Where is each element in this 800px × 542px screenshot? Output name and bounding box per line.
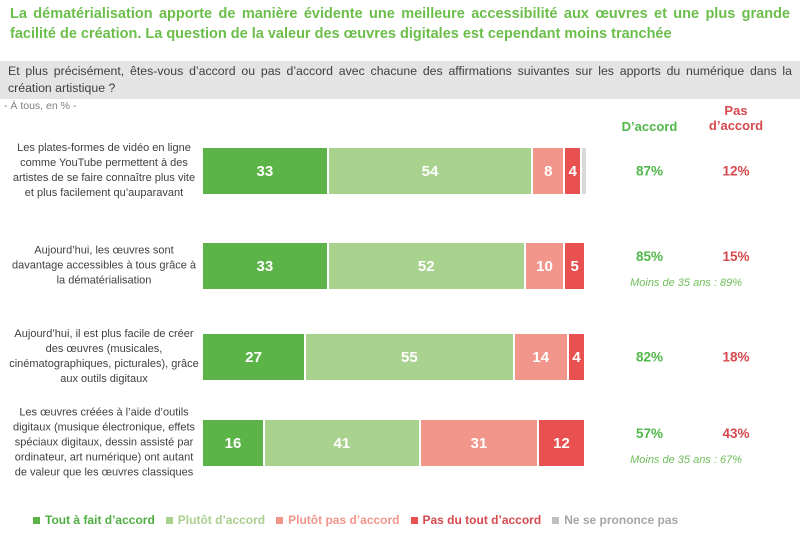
bar-segment-pas-du-tout-d-accord: 12 bbox=[539, 420, 584, 466]
agree-column-header: D’accord bbox=[621, 119, 678, 134]
disagree-column-header: Pas d’accord bbox=[708, 103, 764, 133]
legend-item-tout-a-fait-d-accord: Tout à fait d’accord bbox=[33, 513, 155, 527]
legend-label: Plutôt pas d’accord bbox=[288, 513, 400, 527]
chart-row: Les œuvres créées à l’aide d’outils digi… bbox=[0, 407, 800, 479]
bar-segment-plutot-pas-d-accord: 10 bbox=[525, 243, 564, 289]
legend-label: Tout à fait d’accord bbox=[45, 513, 155, 527]
bar-segment-tout-a-fait-d-accord: 33 bbox=[203, 148, 327, 194]
legend-item-plutot-d-accord: Plutôt d’accord bbox=[165, 513, 266, 527]
legend-label: Plutôt d’accord bbox=[177, 513, 266, 527]
bar-segment-plutot-d-accord: 55 bbox=[306, 334, 513, 380]
legend-swatch-icon bbox=[33, 516, 40, 524]
statement-label: Les plates-formes de vidéo en ligne comm… bbox=[12, 142, 196, 199]
bar-segment-ne-se-prononce-pas bbox=[582, 148, 586, 194]
stacked-bar: 33 52 10 5 bbox=[203, 243, 584, 289]
disagree-total: 12% bbox=[722, 163, 750, 179]
legend-swatch-icon bbox=[276, 516, 284, 524]
base-note: - À tous, en % - bbox=[4, 100, 77, 112]
chart-row: Les plates-formes de vidéo en ligne comm… bbox=[0, 142, 800, 199]
legend-label: Pas du tout d’accord bbox=[422, 513, 542, 527]
bar-segment-tout-a-fait-d-accord: 33 bbox=[203, 243, 327, 289]
stacked-bar: 27 55 14 4 bbox=[203, 334, 584, 380]
question-banner: Et plus précisément, êtes-vous d’accord … bbox=[0, 61, 800, 99]
legend-swatch-icon bbox=[410, 516, 418, 524]
disagree-total: 43% bbox=[722, 426, 750, 441]
disagree-total: 18% bbox=[722, 349, 750, 365]
bar-segment-plutot-pas-d-accord: 31 bbox=[420, 420, 537, 466]
stacked-bar: 33 54 8 4 bbox=[203, 148, 586, 194]
legend-swatch-icon bbox=[165, 516, 173, 524]
agree-total: 82% bbox=[635, 349, 664, 365]
legend-item-ne-se-prononce-pas: Ne se prononce pas bbox=[552, 513, 678, 527]
bar-segment-plutot-d-accord: 54 bbox=[328, 148, 532, 194]
legend-item-pas-du-tout-d-accord: Pas du tout d’accord bbox=[410, 513, 542, 527]
bar-segment-pas-du-tout-d-accord: 4 bbox=[565, 148, 581, 194]
legend: Tout à fait d’accord Plutôt d’accord Plutô… bbox=[33, 513, 678, 527]
statement-label: Aujourd’hui, les œuvres sont davantage a… bbox=[11, 244, 197, 287]
legend-swatch-icon bbox=[552, 516, 560, 524]
subgroup-annotation: Moins de 35 ans : 89% bbox=[630, 277, 742, 289]
page-title: La dématérialisation apporte de manière … bbox=[10, 6, 790, 42]
bar-segment-plutot-d-accord: 41 bbox=[265, 420, 419, 466]
bar-segment-tout-a-fait-d-accord: 27 bbox=[203, 334, 305, 380]
chart-row: Aujourd’hui, les œuvres sont davantage a… bbox=[0, 243, 800, 289]
statement-label: Les œuvres créées à l’aide d’outils digi… bbox=[12, 406, 195, 479]
agree-total: 87% bbox=[635, 163, 664, 179]
legend-item-plutot-pas-d-accord: Plutôt pas d’accord bbox=[276, 513, 400, 527]
agree-total: 57% bbox=[635, 426, 664, 441]
agree-total: 85% bbox=[635, 249, 664, 264]
legend-label: Ne se prononce pas bbox=[564, 513, 679, 527]
bar-segment-plutot-pas-d-accord: 14 bbox=[514, 334, 567, 380]
statement-label: Aujourd’hui, il est plus facile de créer… bbox=[9, 328, 199, 385]
stacked-bar: 16 41 31 12 bbox=[203, 420, 584, 466]
disagree-total: 15% bbox=[722, 249, 750, 264]
bar-segment-plutot-pas-d-accord: 8 bbox=[533, 148, 564, 194]
bar-segment-pas-du-tout-d-accord: 5 bbox=[565, 243, 584, 289]
bar-segment-pas-du-tout-d-accord: 4 bbox=[569, 334, 584, 380]
bar-segment-tout-a-fait-d-accord: 16 bbox=[203, 420, 263, 466]
bar-segment-plutot-d-accord: 52 bbox=[328, 243, 524, 289]
chart-row: Aujourd’hui, il est plus facile de créer… bbox=[0, 328, 800, 385]
subgroup-annotation: Moins de 35 ans : 67% bbox=[630, 454, 742, 466]
